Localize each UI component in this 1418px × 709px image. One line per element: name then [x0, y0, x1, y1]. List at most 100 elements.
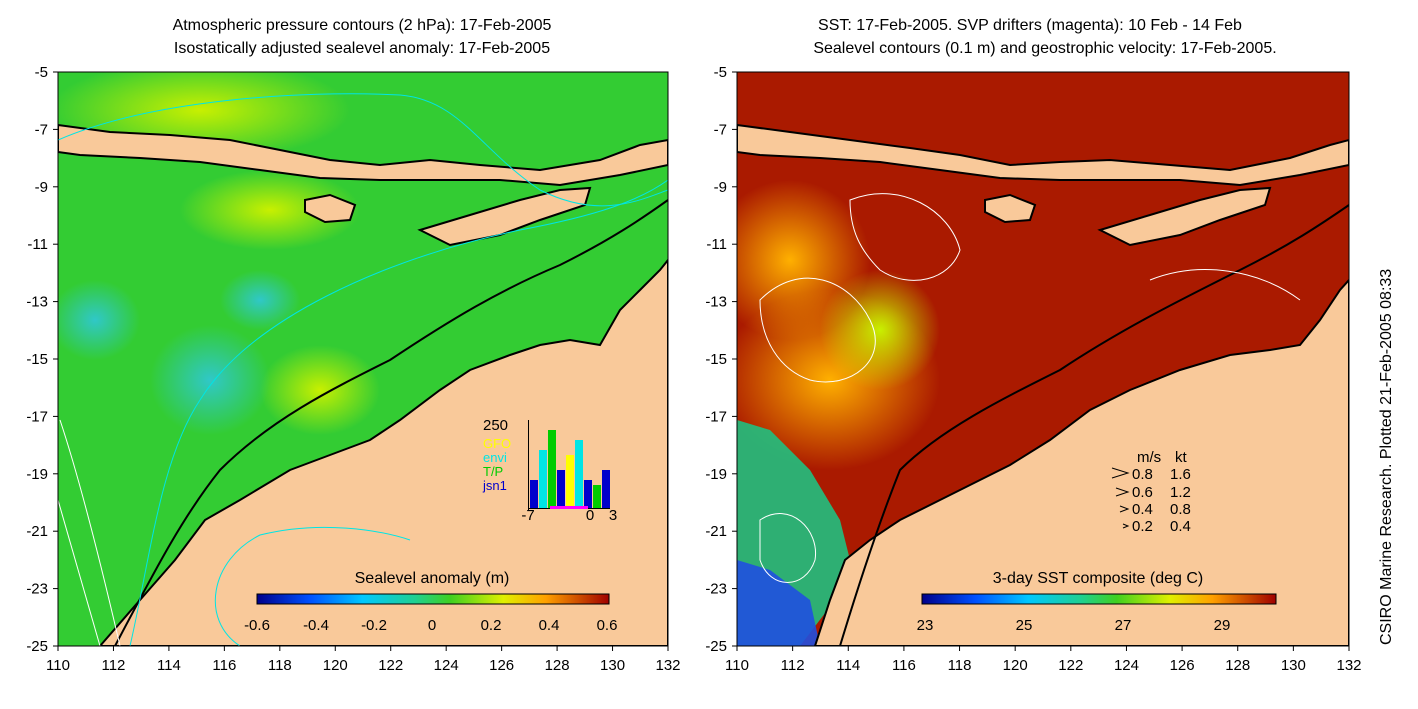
right-sumba-island — [984, 193, 1037, 224]
left-lon-tick-label: 110 — [46, 657, 70, 674]
right-cb-tick-2: 27 — [1115, 617, 1132, 634]
left-lon-tick-label: 130 — [600, 657, 625, 674]
inset-legend-jsn1: jsn1 — [482, 478, 507, 493]
inset-xtick-1: 0 — [586, 507, 594, 524]
right-timor-island — [1097, 186, 1272, 247]
left-cb-tick-2: -0.2 — [361, 617, 387, 634]
left-axes: -5 -7 -9 -11 -13 -15 -17 -19 -21 -23 -25 110 112 114 1… — [26, 64, 680, 674]
right-lon-tick-label: 114 — [836, 657, 860, 674]
right-lat-tick-label: -23 — [705, 581, 727, 598]
right-indonesia-islands — [737, 123, 1349, 187]
left-lat-tick-label: -5 — [35, 64, 48, 81]
left-cb-tick-6: 0.6 — [597, 617, 618, 634]
velocity-arrow-0.8 — [1111, 467, 1130, 479]
left-inset-chart: 250 GFO envi T/P jsn1 -7 0 3 — [482, 417, 617, 524]
right-lon-tick-label: 110 — [725, 657, 749, 674]
right-lon-tick-label: 122 — [1058, 657, 1083, 674]
velocity-legend-header-ms: m/s — [1137, 449, 1161, 466]
right-lat-tick-label: -19 — [705, 466, 727, 483]
left-lat-tick-label: -13 — [26, 294, 48, 311]
right-axes: -5 -7 -9 -11 -13 -15 -17 -19 -21 -23 -25 110 112 114 1… — [705, 64, 1361, 674]
left-lat-tick-label: -21 — [26, 523, 48, 540]
velocity-legend-ms-3: 0.2 — [1132, 518, 1153, 535]
left-indonesia-islands — [58, 123, 668, 187]
left-cb-tick-1: -0.4 — [303, 617, 329, 634]
left-timor-island — [417, 186, 592, 247]
inset-bars — [530, 430, 610, 508]
left-cb-tick-5: 0.4 — [539, 617, 560, 634]
left-sumba-island — [304, 193, 357, 224]
side-credit: CSIRO Marine Research. Plotted 21-Feb-20… — [1378, 268, 1395, 645]
left-lat-tick-label: -17 — [26, 408, 48, 425]
right-colorbar — [921, 593, 1277, 605]
left-lat-tick-label: -7 — [35, 121, 48, 138]
velocity-legend-ms-0: 0.8 — [1132, 466, 1153, 483]
right-sst-yellow — [820, 270, 940, 390]
right-lon-tick-label: 132 — [1336, 657, 1361, 674]
left-cb-tick-4: 0.2 — [481, 617, 502, 634]
velocity-arrow-0.6 — [1115, 487, 1130, 497]
left-map: 250 GFO envi T/P jsn1 -7 0 3 Sealevel an… — [58, 72, 668, 646]
velocity-legend-header-kt: kt — [1175, 449, 1188, 466]
right-lon-tick-label: 126 — [1170, 657, 1195, 674]
left-lon-tick-label: 112 — [101, 657, 125, 674]
right-lon-tick-label: 130 — [1281, 657, 1306, 674]
right-lat-tick-label: -9 — [714, 179, 727, 196]
left-lat-tick-label: -23 — [26, 581, 48, 598]
right-lat-tick-label: -21 — [705, 523, 727, 540]
left-australia-land — [98, 258, 668, 646]
left-anomaly-high-south — [260, 345, 380, 435]
right-lat-tick-label: -17 — [705, 408, 727, 425]
right-lon-tick-label: 116 — [892, 657, 916, 674]
inset-ymax-label: 250 — [483, 417, 508, 434]
right-lon-tick-label: 120 — [1003, 657, 1028, 674]
velocity-arrow-0.4 — [1119, 505, 1130, 513]
left-shelf-contour — [114, 199, 668, 646]
right-lat-tick-label: -15 — [705, 351, 727, 368]
left-lon-tick-label: 120 — [323, 657, 348, 674]
right-lat-tick-label: -13 — [705, 294, 727, 311]
left-title-line2: Isostatically adjusted sealevel anomaly:… — [173, 40, 551, 57]
inset-xtick-2: 3 — [609, 507, 617, 524]
velocity-legend: m/s kt 0.8 1.6 0.6 1.2 0.4 0.8 0.2 0.4 — [1111, 449, 1191, 535]
velocity-legend-ms-2: 0.4 — [1132, 501, 1153, 518]
left-colorbar-label: Sealevel anomaly (m) — [355, 570, 510, 587]
left-lon-tick-label: 122 — [378, 657, 403, 674]
inset-legend-gfo: GFO — [483, 436, 511, 451]
right-cb-tick-0: 23 — [917, 617, 934, 634]
left-lat-tick-label: -15 — [26, 351, 48, 368]
left-anomaly-low-central — [150, 325, 270, 435]
right-map: m/s kt 0.8 1.6 0.6 1.2 0.4 0.8 0.2 0.4 3… — [737, 72, 1349, 646]
velocity-legend-kt-1: 1.2 — [1170, 484, 1191, 501]
left-lon-tick-label: 126 — [489, 657, 514, 674]
velocity-arrow-0.2 — [1122, 523, 1130, 529]
inset-magenta-marker — [550, 506, 588, 509]
velocity-legend-ms-1: 0.6 — [1132, 484, 1153, 501]
left-anomaly-low-west — [58, 280, 140, 360]
left-lon-tick-label: 118 — [268, 657, 292, 674]
right-cb-tick-3: 29 — [1214, 617, 1231, 634]
right-sst-cold-southwest — [737, 560, 820, 646]
right-lat-tick-label: -25 — [705, 638, 727, 655]
right-lon-tick-label: 124 — [1114, 657, 1139, 674]
right-colorbar-label: 3-day SST composite (deg C) — [993, 570, 1203, 587]
right-lat-tick-label: -7 — [714, 121, 727, 138]
inset-legend-envi: envi — [483, 450, 507, 465]
left-anomaly-high-central — [180, 170, 360, 250]
right-cb-tick-1: 25 — [1016, 617, 1033, 634]
right-title-line1: SST: 17-Feb-2005. SVP drifters (magenta)… — [818, 17, 1242, 34]
right-lon-tick-label: 128 — [1225, 657, 1250, 674]
left-colorbar — [256, 593, 610, 605]
velocity-legend-kt-3: 0.4 — [1170, 518, 1191, 535]
left-lon-tick-label: 128 — [545, 657, 570, 674]
left-lat-tick-label: -11 — [27, 236, 48, 253]
inset-legend-tp: T/P — [483, 464, 503, 479]
left-lon-tick-label: 132 — [655, 657, 680, 674]
velocity-legend-kt-2: 0.8 — [1170, 501, 1191, 518]
left-lat-tick-label: -9 — [35, 179, 48, 196]
right-lat-tick-label: -5 — [714, 64, 727, 81]
left-anomaly-low-north — [220, 270, 300, 330]
left-title-line1: Atmospheric pressure contours (2 hPa): 1… — [172, 17, 552, 34]
velocity-legend-kt-0: 1.6 — [1170, 466, 1191, 483]
left-cb-tick-0: -0.6 — [244, 617, 270, 634]
